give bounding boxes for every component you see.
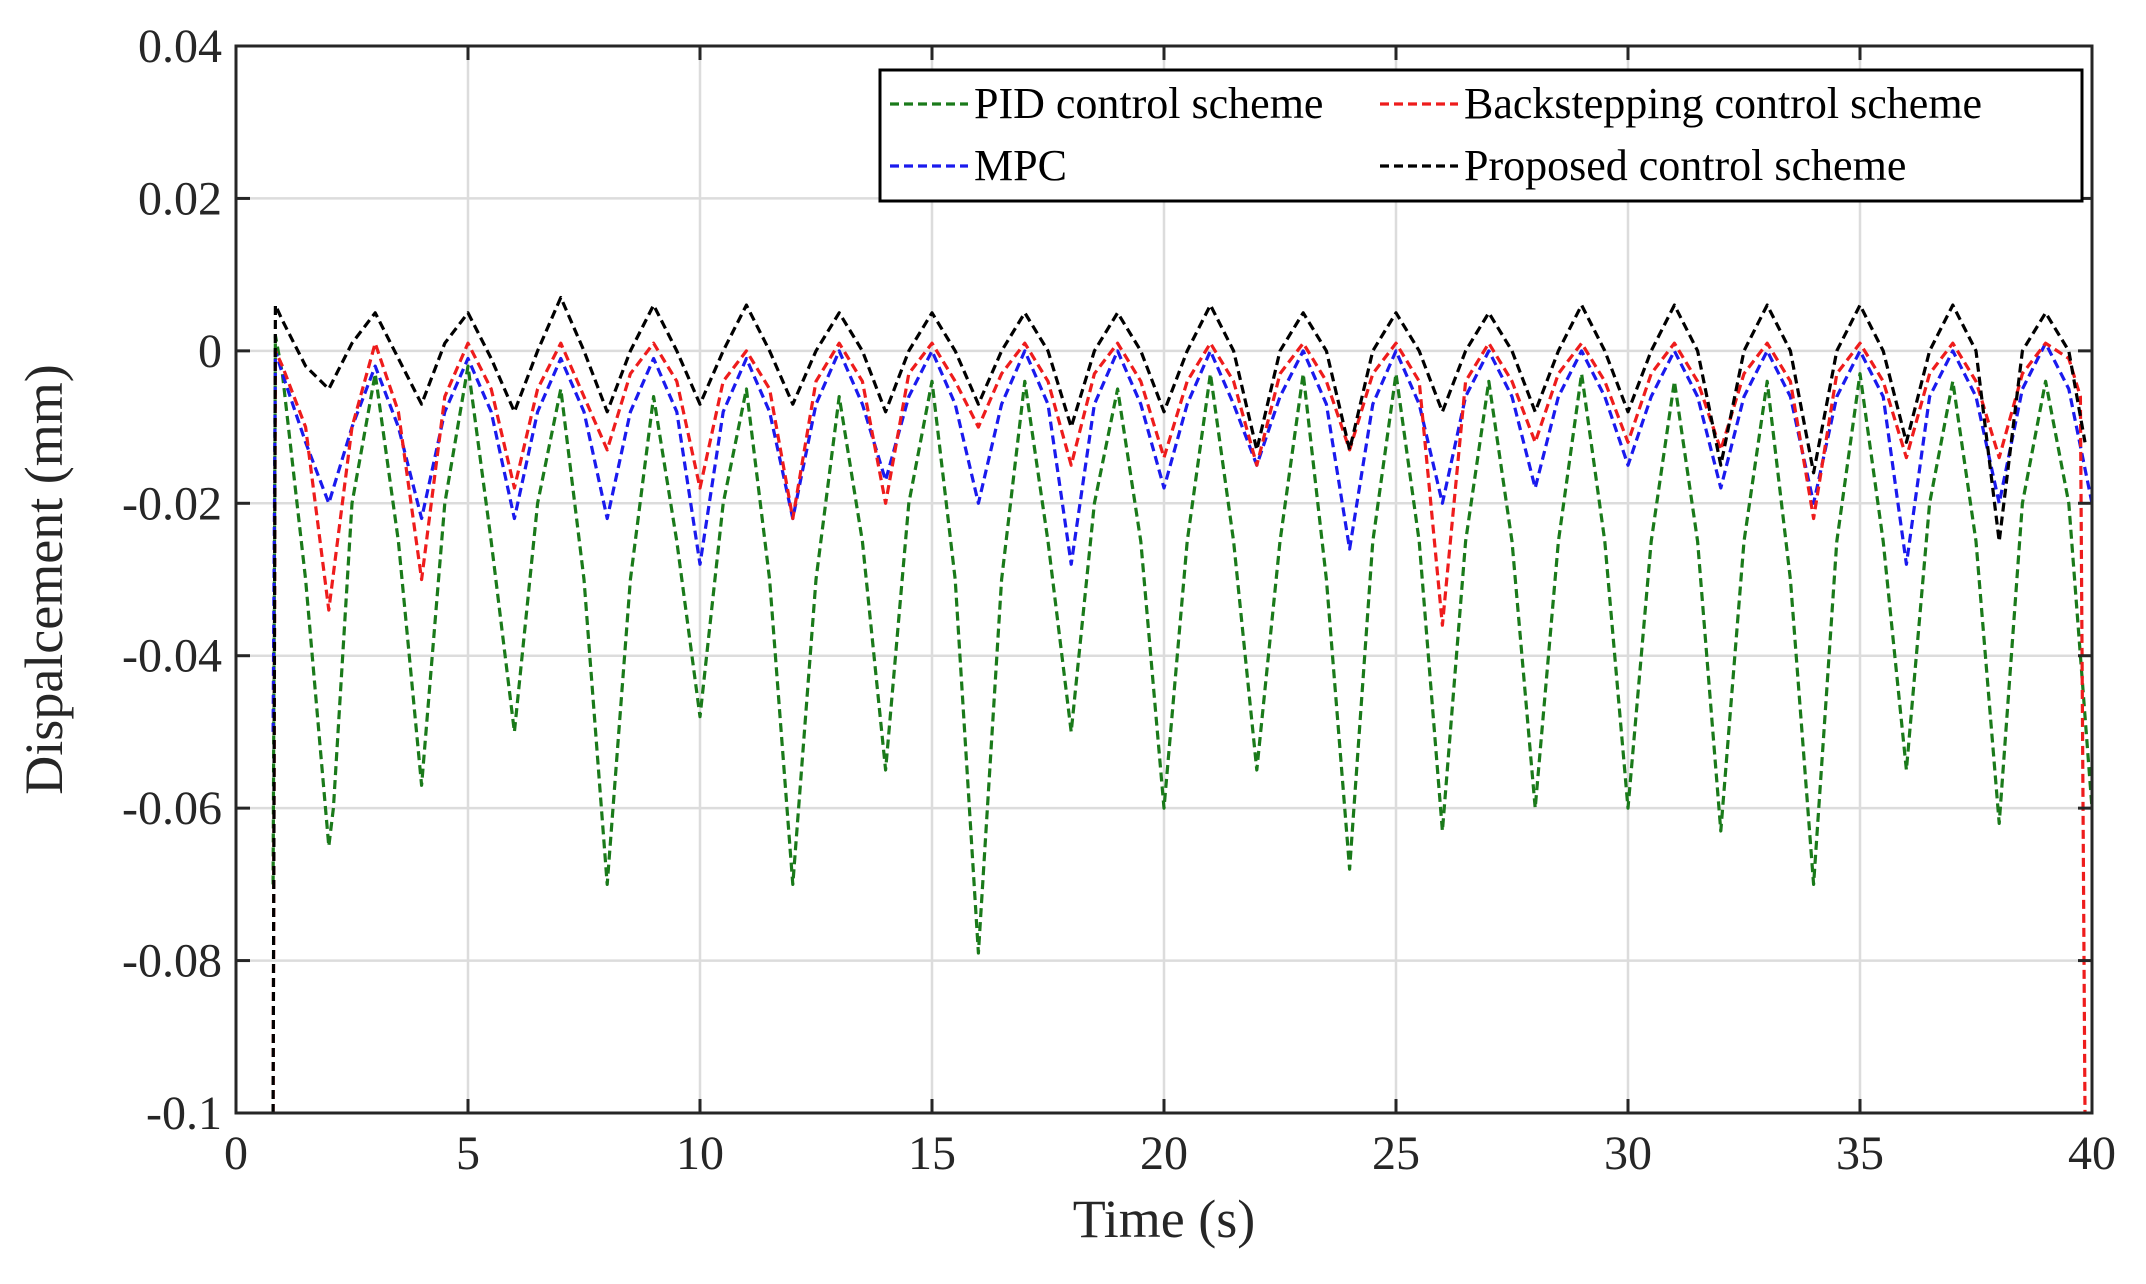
legend-label-pid: PID control scheme xyxy=(974,79,1323,128)
series-line-pid xyxy=(271,334,2094,955)
x-axis-title: Time (s) xyxy=(1073,1189,1256,1249)
y-tick-label: -0.02 xyxy=(122,477,222,530)
x-tick-label: 10 xyxy=(676,1127,724,1180)
y-tick-label: 0.02 xyxy=(138,172,222,225)
legend-label-backstepping: Backstepping control scheme xyxy=(1464,79,1982,128)
x-tick-label: 40 xyxy=(2068,1127,2116,1180)
y-tick-label: -0.04 xyxy=(122,630,222,683)
x-tick-label: 30 xyxy=(1604,1127,1652,1180)
series-group xyxy=(271,295,2094,1114)
axis-ticks: 0 5 10 15 20 25 30 35 40 0.04 0.02 0 -0.02 -0.04 -0.06… xyxy=(122,20,2116,1180)
y-tick-label: 0.04 xyxy=(138,20,222,73)
x-tick-label: 25 xyxy=(1372,1127,1420,1180)
y-axis-title: Dispalcement (mm) xyxy=(14,364,74,794)
x-tick-label: 20 xyxy=(1140,1127,1188,1180)
x-tick-label: 0 xyxy=(224,1127,248,1180)
x-tick-label: 15 xyxy=(908,1127,956,1180)
x-tick-label: 5 xyxy=(456,1127,480,1180)
y-tick-label: -0.08 xyxy=(122,935,222,988)
y-tick-label: -0.1 xyxy=(146,1087,222,1140)
y-tick-label: 0 xyxy=(198,325,222,378)
x-tick-label: 35 xyxy=(1836,1127,1884,1180)
legend-label-mpc: MPC xyxy=(974,141,1067,190)
legend-label-proposed: Proposed control scheme xyxy=(1464,141,1906,190)
series-line-mpc xyxy=(271,341,2094,732)
legend: PID control scheme Backstepping control … xyxy=(878,68,2084,203)
y-tick-label: -0.06 xyxy=(122,782,222,835)
legend-box xyxy=(878,68,2084,203)
series-line-backstepping xyxy=(271,341,2087,1114)
series-line-proposed xyxy=(271,295,2087,1114)
